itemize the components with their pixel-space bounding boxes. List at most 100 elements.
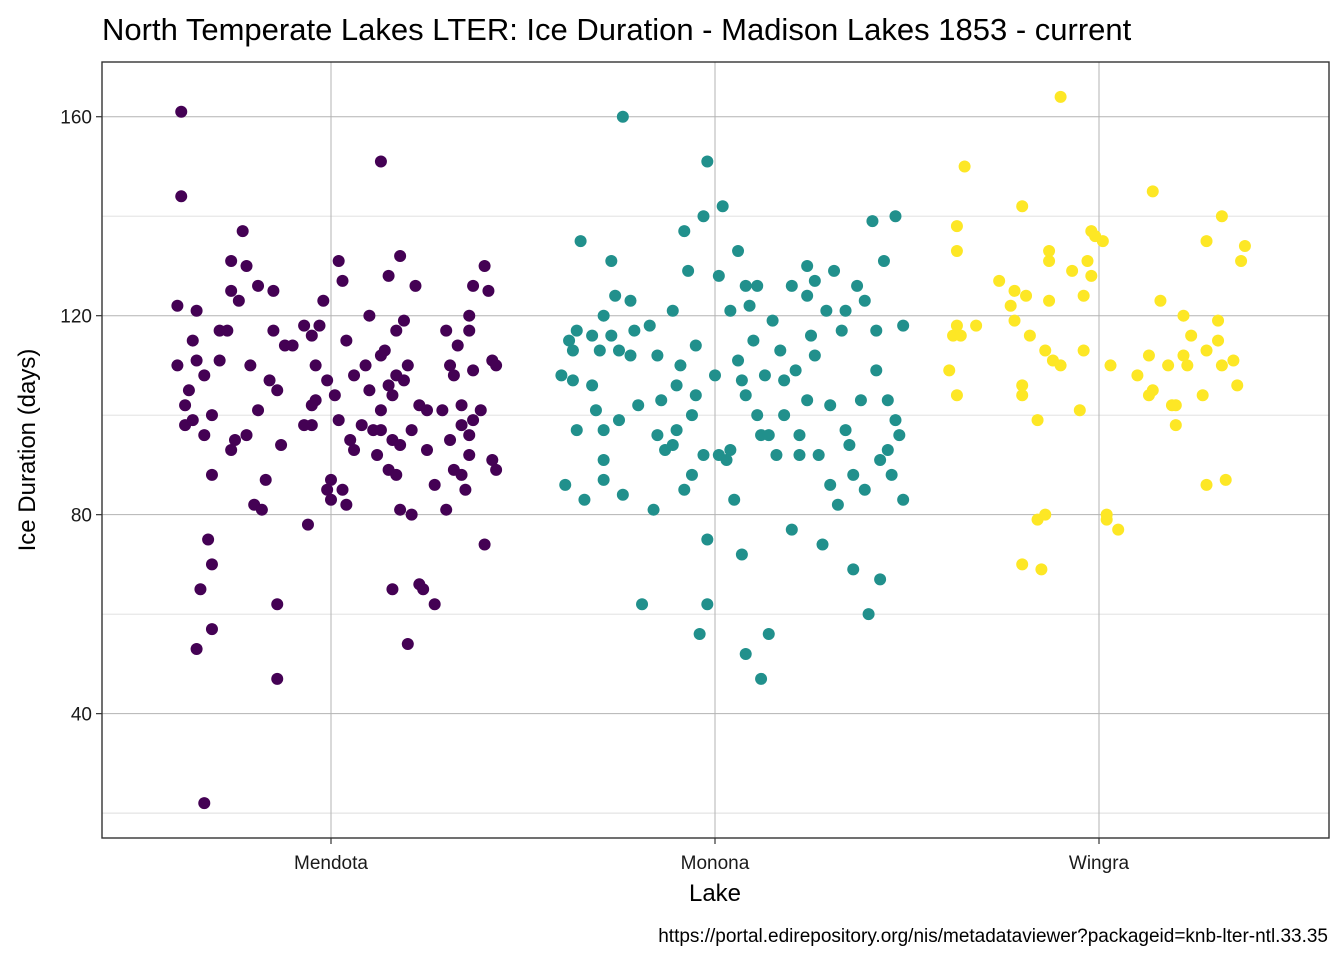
data-point-monona xyxy=(689,339,702,352)
y-tick-label: 120 xyxy=(60,307,92,328)
data-point-monona xyxy=(605,329,618,342)
data-point-monona xyxy=(735,374,748,387)
data-point-mendota xyxy=(298,419,311,432)
data-point-wingra xyxy=(1231,379,1244,392)
data-point-monona xyxy=(820,304,833,317)
data-point-monona xyxy=(747,334,760,347)
data-point-monona xyxy=(701,533,714,546)
data-point-mendota xyxy=(401,638,414,650)
data-point-mendota xyxy=(409,279,422,292)
data-point-mendota xyxy=(321,374,334,387)
data-point-monona xyxy=(785,523,798,536)
data-point-mendota xyxy=(482,284,495,297)
data-point-monona xyxy=(839,424,852,437)
data-point-monona xyxy=(586,379,599,392)
data-point-monona xyxy=(862,608,875,621)
data-point-wingra xyxy=(958,160,971,173)
data-point-wingra xyxy=(1154,294,1167,307)
chart-title: North Temperate Lakes LTER: Ice Duration… xyxy=(102,12,1132,47)
data-point-wingra xyxy=(1142,349,1155,362)
data-point-mendota xyxy=(194,583,207,596)
data-point-monona xyxy=(755,672,768,685)
data-point-wingra xyxy=(1131,369,1144,382)
data-point-mendota xyxy=(374,424,387,437)
data-point-wingra xyxy=(1100,513,1113,526)
data-point-monona xyxy=(628,324,641,337)
data-point-monona xyxy=(616,110,629,123)
data-point-mendota xyxy=(252,279,265,292)
data-point-wingra xyxy=(1238,240,1251,253)
data-point-mendota xyxy=(198,369,211,382)
data-point-monona xyxy=(766,314,779,327)
data-point-wingra xyxy=(1104,359,1117,372)
x-axis-label: Lake xyxy=(689,880,741,907)
y-axis: 40 80 120 160 xyxy=(60,108,102,726)
data-point-mendota xyxy=(382,379,395,392)
data-point-mendota xyxy=(463,309,476,322)
data-point-wingra xyxy=(1212,334,1225,347)
data-point-monona xyxy=(778,409,791,422)
data-point-mendota xyxy=(186,334,199,347)
data-point-mendota xyxy=(267,324,280,337)
data-point-wingra xyxy=(1096,235,1109,248)
data-point-monona xyxy=(651,349,664,362)
data-point-mendota xyxy=(394,250,407,262)
data-point-mendota xyxy=(182,384,195,397)
data-point-mendota xyxy=(325,473,337,486)
data-point-monona xyxy=(877,254,890,267)
y-tick-label: 160 xyxy=(60,108,92,129)
data-point-wingra xyxy=(1081,254,1094,267)
data-point-monona xyxy=(785,279,798,292)
data-point-wingra xyxy=(1112,523,1125,536)
data-point-mendota xyxy=(317,294,330,307)
data-point-monona xyxy=(751,279,764,292)
data-point-mendota xyxy=(267,284,280,297)
data-point-mendota xyxy=(444,434,457,447)
data-point-wingra xyxy=(1200,478,1213,491)
data-point-monona xyxy=(805,329,817,342)
x-tick-label: Wingra xyxy=(1069,853,1130,874)
data-point-mendota xyxy=(394,439,407,452)
data-point-wingra xyxy=(1200,344,1213,357)
data-point-monona xyxy=(678,225,691,238)
data-point-mendota xyxy=(259,473,272,486)
data-point-wingra xyxy=(1004,299,1017,312)
data-point-monona xyxy=(632,399,645,412)
data-point-monona xyxy=(897,493,910,506)
data-point-mendota xyxy=(363,309,376,322)
data-point-mendota xyxy=(421,404,433,417)
data-point-mendota xyxy=(190,354,203,367)
data-point-monona xyxy=(566,344,579,357)
data-point-monona xyxy=(701,598,714,611)
data-point-monona xyxy=(578,493,591,506)
data-point-monona xyxy=(881,444,894,456)
data-point-monona xyxy=(866,215,879,228)
data-point-mendota xyxy=(179,399,192,412)
data-point-monona xyxy=(835,324,848,337)
data-point-mendota xyxy=(336,483,349,496)
data-point-mendota xyxy=(221,324,234,337)
data-point-wingra xyxy=(1043,245,1056,258)
data-point-mendota xyxy=(355,419,368,432)
data-point-monona xyxy=(874,453,887,466)
data-point-monona xyxy=(563,334,576,347)
data-point-mendota xyxy=(440,503,453,516)
data-point-monona xyxy=(555,369,568,382)
data-point-monona xyxy=(693,628,706,641)
data-point-monona xyxy=(858,483,871,496)
data-point-mendota xyxy=(225,284,238,297)
data-point-wingra xyxy=(1169,399,1182,412)
data-point-mendota xyxy=(332,254,345,267)
data-point-mendota xyxy=(321,483,334,496)
data-point-mendota xyxy=(229,434,241,447)
data-point-mendota xyxy=(390,468,403,481)
data-point-monona xyxy=(616,488,629,501)
data-point-mendota xyxy=(305,329,318,342)
data-point-mendota xyxy=(190,642,203,655)
data-point-mendota xyxy=(390,324,403,337)
data-point-wingra xyxy=(1235,254,1248,267)
data-point-wingra xyxy=(1039,344,1052,357)
data-point-monona xyxy=(570,324,583,337)
data-point-wingra xyxy=(1162,359,1175,372)
data-point-wingra xyxy=(1054,90,1067,103)
